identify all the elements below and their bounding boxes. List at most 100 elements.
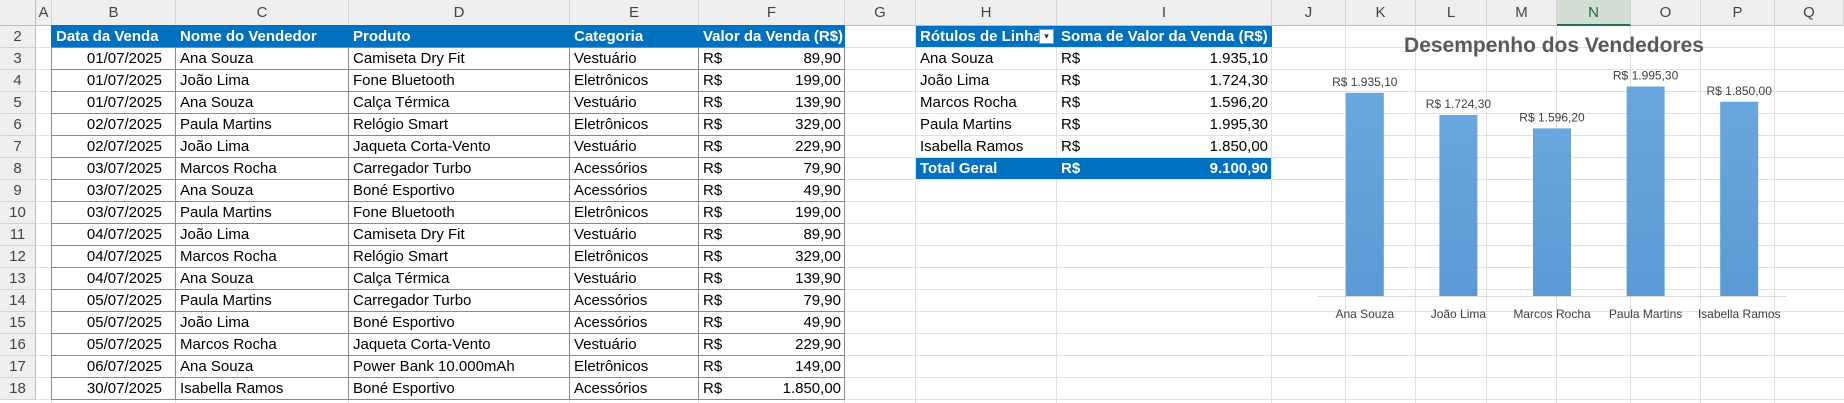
table-cell-value: 139,90 <box>795 94 841 111</box>
table-cell: Vestuário <box>574 270 637 287</box>
currency-symbol: R$ <box>703 270 723 287</box>
table-cell: Ana Souza <box>180 358 254 375</box>
chart-data-label: R$ 1.596,20 <box>1519 110 1585 124</box>
filter-dropdown-icon[interactable]: ▾ <box>1039 29 1054 44</box>
table-cell: Fone Bluetooth <box>353 72 455 89</box>
pivot-row-value: 1.935,10 <box>1209 50 1268 67</box>
table-cell: João Lima <box>180 226 250 243</box>
table-cell: Paula Martins <box>180 116 272 133</box>
row-header-8[interactable]: 8 <box>0 158 36 180</box>
row-header-6[interactable]: 6 <box>0 114 36 136</box>
row-header-17[interactable]: 17 <box>0 356 36 378</box>
pivot-total-currency: R$ <box>1061 160 1081 177</box>
table-cell-date: 03/07/2025 <box>86 204 162 221</box>
pivot-row-label: Marcos Rocha <box>920 94 1017 111</box>
pivot-currency: R$ <box>1061 50 1081 67</box>
column-header-g[interactable]: G <box>845 0 916 26</box>
column-header-o[interactable]: O <box>1631 0 1701 26</box>
row-header-18[interactable]: 18 <box>0 378 36 400</box>
pivot-total-value: 9.100,90 <box>1209 160 1268 177</box>
sales-chart[interactable]: Desempenho dos Vendedores R$ 1.935,10 Ana… <box>1304 26 1804 336</box>
currency-symbol: R$ <box>703 358 723 375</box>
row-header-7[interactable]: 7 <box>0 136 36 158</box>
chart-data-label: R$ 1.995,30 <box>1613 68 1679 82</box>
column-header-i[interactable]: I <box>1057 0 1272 26</box>
row-header-15[interactable]: 15 <box>0 312 36 334</box>
gridline-horizontal <box>36 157 1844 158</box>
table-cell-value: 89,90 <box>803 226 841 243</box>
table-cell: Relógio Smart <box>353 248 449 265</box>
pivot-currency: R$ <box>1061 116 1081 133</box>
table-cell-date: 04/07/2025 <box>86 270 162 287</box>
gridline-horizontal <box>36 135 1844 136</box>
table-cell: Calça Térmica <box>353 94 450 111</box>
table-cell: Isabella Ramos <box>180 380 284 397</box>
column-header-a[interactable]: A <box>36 0 52 26</box>
table-cell-value: 1.850,00 <box>782 380 841 397</box>
chart-bar <box>1533 128 1571 296</box>
column-header-k[interactable]: K <box>1346 0 1416 26</box>
currency-symbol: R$ <box>703 380 723 397</box>
table-cell-date: 02/07/2025 <box>86 138 162 155</box>
currency-symbol: R$ <box>703 138 723 155</box>
column-header-f[interactable]: F <box>699 0 845 26</box>
row-header-13[interactable]: 13 <box>0 268 36 290</box>
row-header-2[interactable]: 2 <box>0 26 36 48</box>
chart-data-label: R$ 1.724,30 <box>1426 97 1492 111</box>
column-header-d[interactable]: D <box>349 0 570 26</box>
currency-symbol: R$ <box>703 72 723 89</box>
table-cell-value: 149,00 <box>795 358 841 375</box>
table-cell: Marcos Rocha <box>180 160 277 177</box>
gridline-horizontal <box>36 47 1844 48</box>
table-cell: Carregador Turbo <box>353 292 472 309</box>
column-header-h[interactable]: H <box>916 0 1057 26</box>
table-cell-date: 04/07/2025 <box>86 248 162 265</box>
column-header-b[interactable]: B <box>52 0 176 26</box>
gridline-vertical <box>1345 26 1346 403</box>
column-header-l[interactable]: L <box>1416 0 1487 26</box>
column-header-p[interactable]: P <box>1701 0 1775 26</box>
row-header-14[interactable]: 14 <box>0 290 36 312</box>
table-cell-date: 30/07/2025 <box>86 380 162 397</box>
column-header-e[interactable]: E <box>570 0 699 26</box>
column-header-c[interactable]: C <box>176 0 349 26</box>
row-header-12[interactable]: 12 <box>0 246 36 268</box>
gridline-vertical <box>1271 26 1272 403</box>
table-cell: Eletrônicos <box>574 358 649 375</box>
row-header-4[interactable]: 4 <box>0 70 36 92</box>
row-header-10[interactable]: 10 <box>0 202 36 224</box>
table-cell: Eletrônicos <box>574 204 649 221</box>
table-cell: Paula Martins <box>180 292 272 309</box>
row-header-16[interactable]: 16 <box>0 334 36 356</box>
table-cell-date: 03/07/2025 <box>86 160 162 177</box>
column-header-j[interactable]: J <box>1272 0 1346 26</box>
pivot-row-label: Ana Souza <box>920 50 994 67</box>
column-header-q[interactable]: Q <box>1775 0 1844 26</box>
table-cell: Boné Esportivo <box>353 182 455 199</box>
chart-bar <box>1439 114 1478 296</box>
gridline-horizontal <box>36 245 1844 246</box>
table-cell: Carregador Turbo <box>353 160 472 177</box>
row-header-9[interactable]: 9 <box>0 180 36 202</box>
table-cell-date: 06/07/2025 <box>86 358 162 375</box>
pivot-header-row-labels: Rótulos de Linha <box>916 26 1057 47</box>
select-all-corner[interactable] <box>0 0 36 26</box>
gridline-horizontal <box>36 289 1844 290</box>
pivot-currency: R$ <box>1061 94 1081 111</box>
table-cell: Vestuário <box>574 94 637 111</box>
table-cell-value: 329,00 <box>795 116 841 133</box>
chart-category-label: Isabella Ramos <box>1698 307 1781 321</box>
table-cell-value: 229,90 <box>795 336 841 353</box>
gridline-horizontal <box>36 355 1844 356</box>
row-header-3[interactable]: 3 <box>0 48 36 70</box>
table-cell-date: 05/07/2025 <box>86 314 162 331</box>
row-header-5[interactable]: 5 <box>0 92 36 114</box>
table-cell: Ana Souza <box>180 182 254 199</box>
column-header-n[interactable]: N <box>1557 0 1631 26</box>
gridline-horizontal <box>36 69 1844 70</box>
column-header-m[interactable]: M <box>1487 0 1557 26</box>
currency-symbol: R$ <box>703 248 723 265</box>
row-header-11[interactable]: 11 <box>0 224 36 246</box>
chart-category-label: Ana Souza <box>1335 307 1394 321</box>
